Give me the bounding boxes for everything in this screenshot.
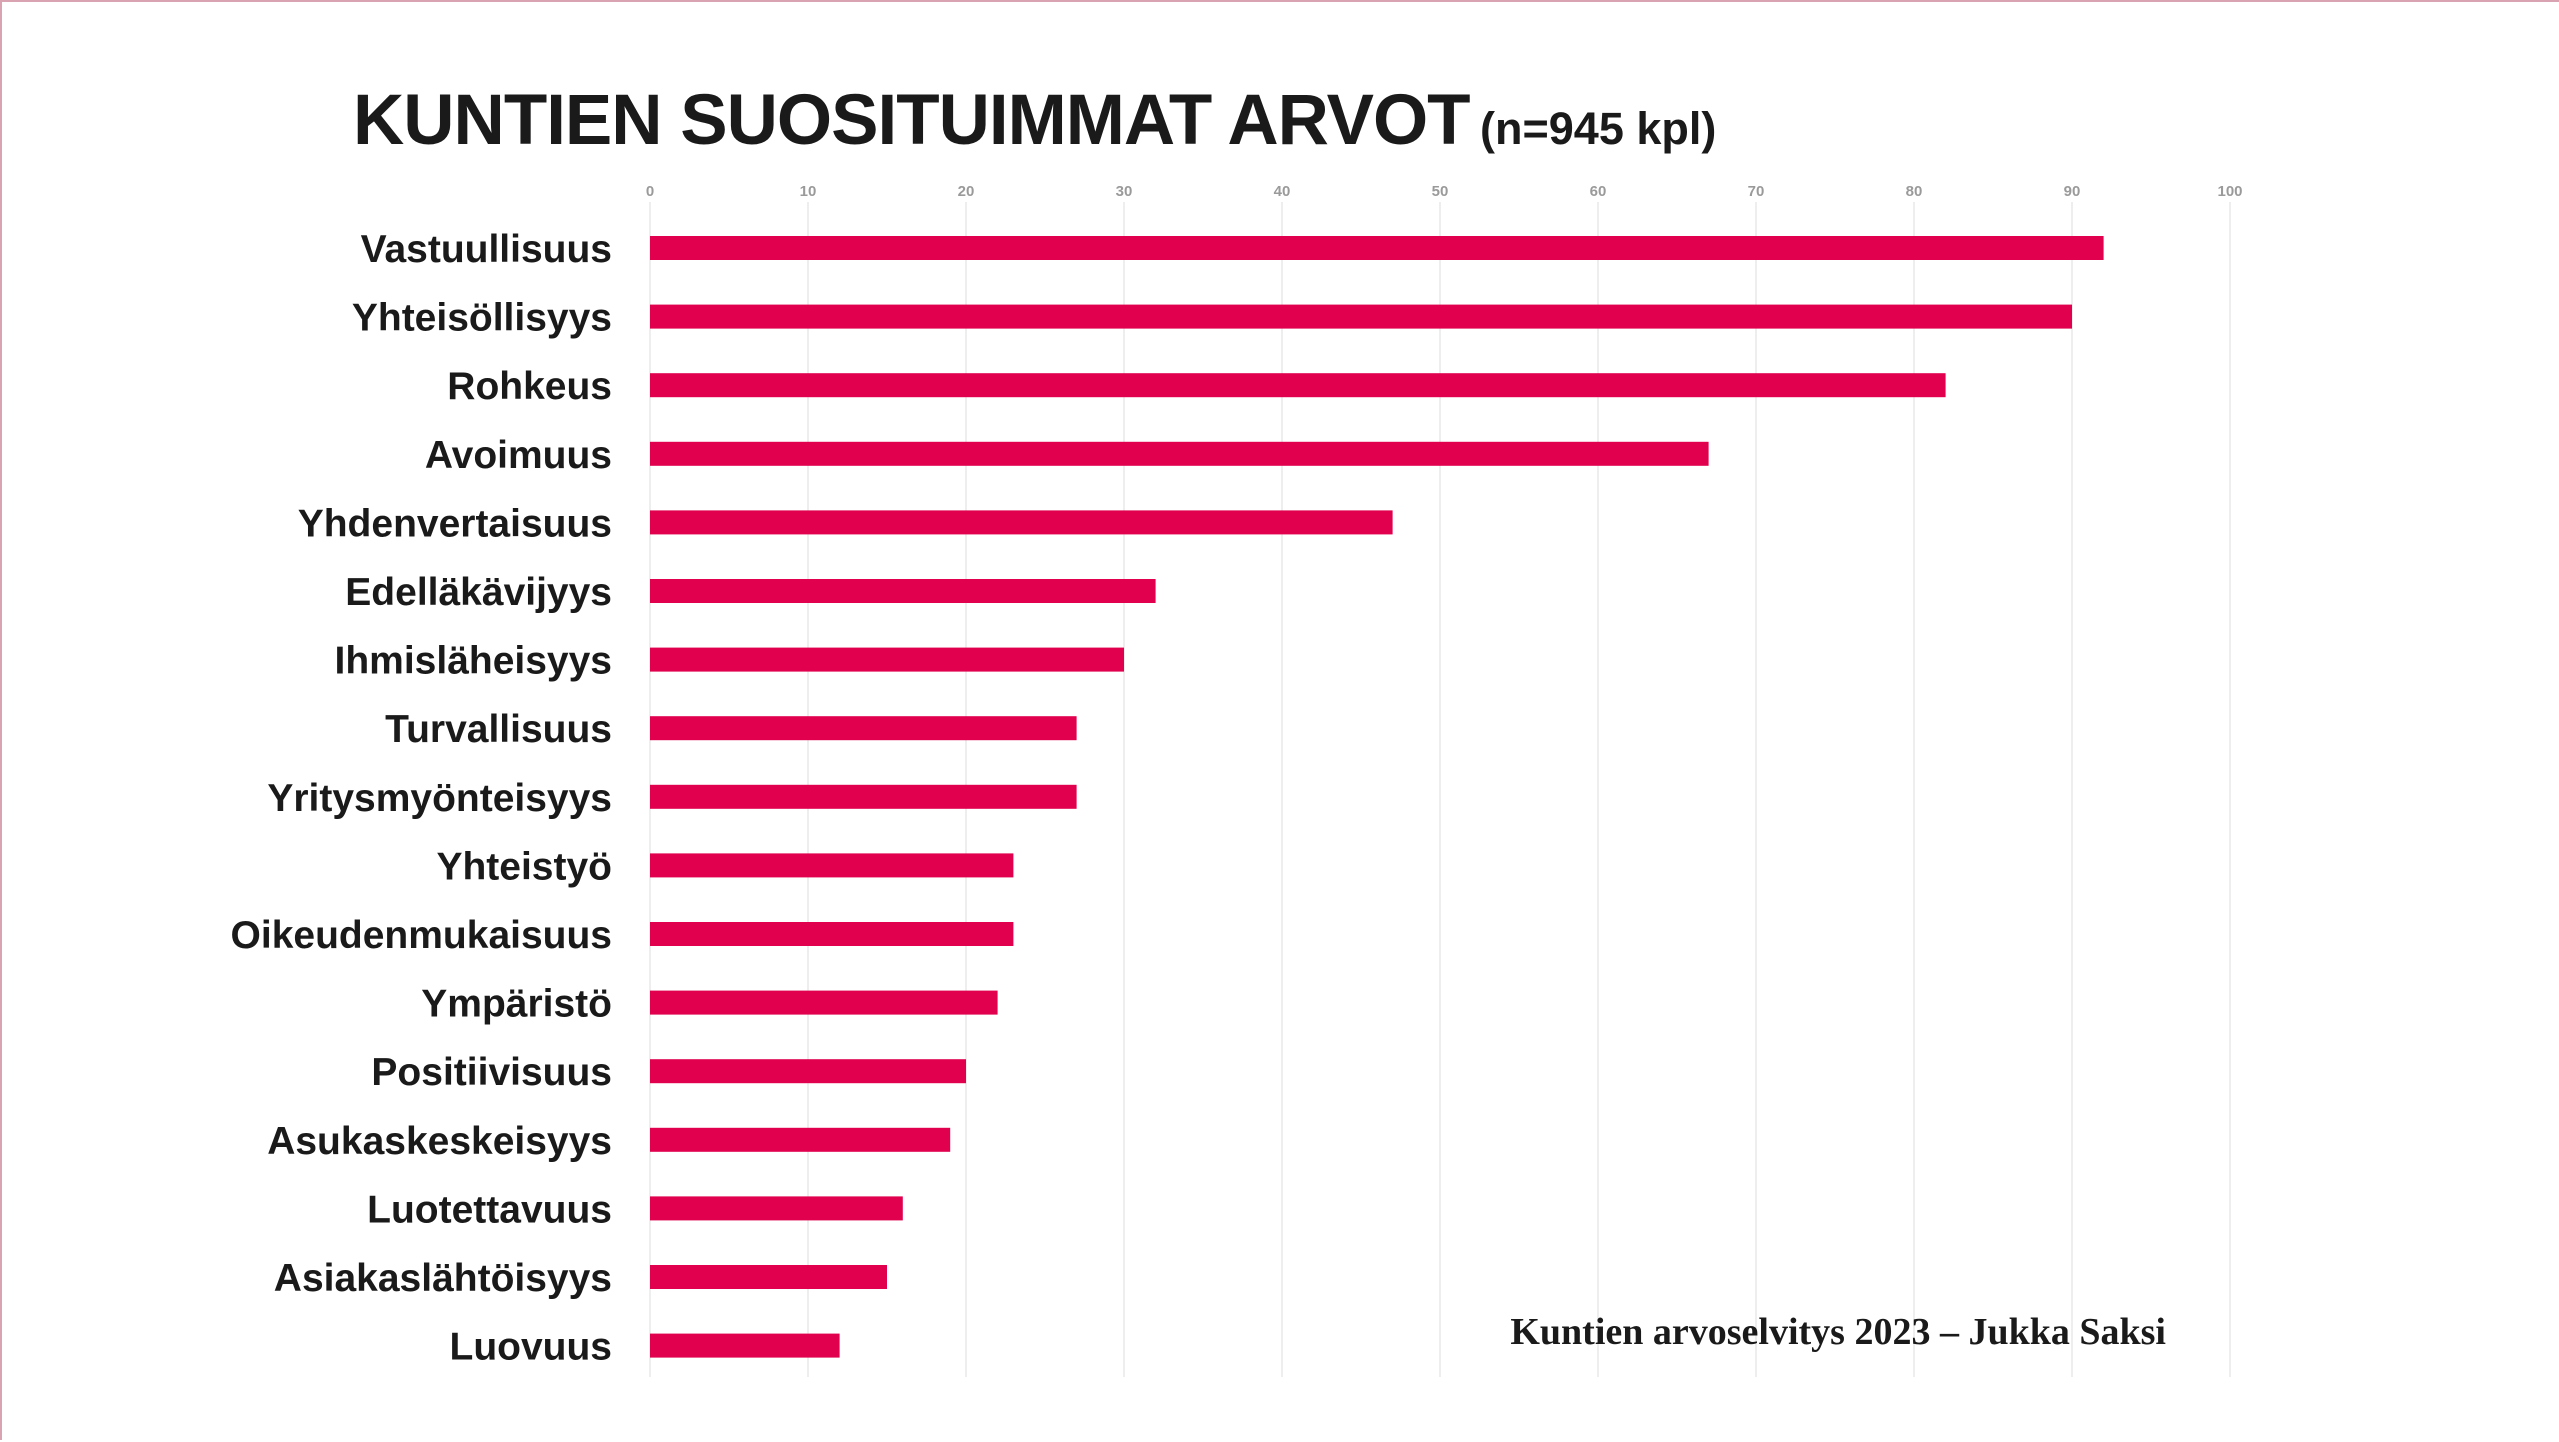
category-label-10: Oikeudenmukaisuus (231, 914, 612, 957)
x-tick-label-70: 70 (1748, 183, 1765, 200)
category-label-16: Luovuus (450, 1326, 613, 1369)
bar-6 (650, 647, 1124, 672)
bar-5 (650, 579, 1156, 603)
bar-4 (650, 510, 1393, 535)
bars (650, 236, 2104, 1358)
bar-1 (650, 304, 2072, 329)
category-label-0: Vastuullisuus (361, 228, 612, 271)
x-axis-ticks: 0 10 20 30 40 50 60 70 80 90 100 (646, 183, 2243, 200)
category-label-2: Rohkeus (447, 365, 612, 408)
x-tick-label-50: 50 (1432, 183, 1449, 200)
category-label-1: Yhteisöllisyys (352, 297, 612, 340)
x-tick-label-60: 60 (1590, 183, 1607, 200)
category-label-15: Asiakaslähtöisyys (274, 1257, 612, 1300)
source-credit: Kuntien arvoselvitys 2023 – Jukka Saksi (1510, 1311, 2166, 1353)
category-label-5: Edelläkävijyys (345, 571, 612, 614)
category-label-13: Asukaskeskeisyys (267, 1120, 612, 1163)
category-label-3: Avoimuus (425, 434, 612, 477)
x-tick-label-100: 100 (2217, 183, 2242, 200)
bar-11 (650, 990, 998, 1015)
x-tick-label-80: 80 (1906, 183, 1923, 200)
bar-9 (650, 853, 1014, 878)
bar-7 (650, 716, 1077, 741)
bar-15 (650, 1265, 887, 1289)
x-tick-label-0: 0 (646, 183, 654, 200)
bar-13 (650, 1127, 951, 1152)
chart-title-sample-size: (n=945 kpl) (1480, 103, 1717, 154)
category-label-9: Yhteistyö (436, 845, 612, 888)
category-label-4: Yhdenvertaisuus (298, 502, 612, 545)
category-label-8: Yritysmyönteisyys (267, 777, 612, 820)
x-tick-label-20: 20 (958, 183, 975, 200)
category-label-14: Luotettavuus (367, 1188, 612, 1231)
chart-title: KUNTIEN SUOSITUIMMAT ARVOT (n=945 kpl) (353, 80, 1716, 161)
x-tick-label-40: 40 (1274, 183, 1291, 200)
bar-3 (650, 441, 1709, 466)
category-label-7: Turvallisuus (385, 708, 612, 751)
bar-8 (650, 784, 1077, 809)
category-labels: Vastuullisuus Yhteisöllisyys Rohkeus Avoimu… (231, 228, 612, 1369)
grid-lines (649, 202, 2231, 1377)
bar-12 (650, 1059, 966, 1084)
bar-10 (650, 922, 1014, 946)
category-label-6: Ihmisläheisyys (335, 640, 613, 683)
bar-14 (650, 1196, 903, 1221)
chart-title-main: KUNTIEN SUOSITUIMMAT ARVOT (353, 81, 1471, 160)
x-tick-label-10: 10 (800, 183, 817, 200)
x-tick-label-30: 30 (1116, 183, 1133, 200)
x-tick-label-90: 90 (2064, 183, 2081, 200)
bar-16 (650, 1333, 840, 1358)
bar-0 (650, 236, 2104, 260)
category-label-11: Ympäristö (421, 983, 612, 1026)
category-label-12: Positiivisuus (371, 1051, 612, 1094)
bar-2 (650, 373, 1946, 398)
